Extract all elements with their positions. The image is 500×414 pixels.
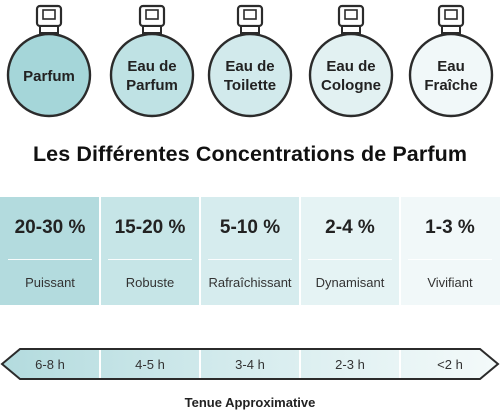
concentration-effect: Puissant <box>25 275 75 290</box>
bottle-eau-de-toilette: Eau de Toilette <box>205 2 295 124</box>
divider <box>108 259 192 260</box>
concentration-column: 2-4 % Dynamisant <box>300 197 400 305</box>
duration-label: <2 h <box>437 356 463 372</box>
divider <box>8 259 92 260</box>
bottle-row: Parfum Eau de Parfum Eau de Toilette Eau… <box>0 0 500 125</box>
concentration-table: 20-30 % Puissant 15-20 % Robuste 5-10 % … <box>0 197 500 305</box>
column-divider <box>99 197 101 305</box>
bottle-parfum: Parfum <box>4 2 94 124</box>
duration-label: 3-4 h <box>235 356 265 372</box>
bottle-eau-de-toilette-icon <box>207 4 293 118</box>
divider <box>208 259 292 260</box>
duration-label: 2-3 h <box>335 356 365 372</box>
bottle-eau-fraiche-icon <box>408 4 494 118</box>
bottle-eau-de-parfum: Eau de Parfum <box>107 2 197 124</box>
concentration-column: 5-10 % Rafraîchissant <box>200 197 300 305</box>
concentration-percent: 1-3 % <box>425 217 475 238</box>
divider <box>308 259 392 260</box>
concentration-effect: Vivifiant <box>427 275 473 290</box>
bottle-label: Eau de Cologne <box>321 58 381 94</box>
concentration-percent: 20-30 % <box>14 217 86 238</box>
concentration-column: 1-3 % Vivifiant <box>400 197 500 305</box>
concentration-percent: 5-10 % <box>219 217 281 238</box>
duration-label: 6-8 h <box>35 356 65 372</box>
bottle-eau-de-cologne-icon <box>308 4 394 118</box>
divider <box>408 259 492 260</box>
bottle-eau-de-cologne: Eau de Cologne <box>306 2 396 124</box>
column-divider <box>199 197 201 305</box>
column-divider <box>399 197 401 305</box>
concentration-effect: Dynamisant <box>315 275 385 290</box>
bottle-label: Eau Fraîche <box>424 58 478 94</box>
concentration-column: 15-20 % Robuste <box>100 197 200 305</box>
bottle-eau-de-parfum-icon <box>109 4 195 118</box>
concentration-percent: 2-4 % <box>325 217 375 238</box>
duration-arrow <box>0 348 500 380</box>
concentration-effect: Rafraîchissant <box>208 275 292 290</box>
page-title: Les Différentes Concentrations de Parfum <box>32 142 468 166</box>
duration-caption: Tenue Approximative <box>184 395 316 410</box>
duration-label: 4-5 h <box>135 356 165 372</box>
concentration-percent: 15-20 % <box>114 217 186 238</box>
bottle-eau-fraiche: Eau Fraîche <box>406 2 496 124</box>
bottle-parfum-icon <box>6 4 92 118</box>
concentration-column: 20-30 % Puissant <box>0 197 100 305</box>
bottle-label: Eau de Toilette <box>223 58 277 94</box>
column-divider <box>299 197 301 305</box>
concentration-effect: Robuste <box>125 275 175 290</box>
bottle-label: Eau de Parfum <box>126 58 178 94</box>
bottle-label: Parfum <box>23 67 75 85</box>
